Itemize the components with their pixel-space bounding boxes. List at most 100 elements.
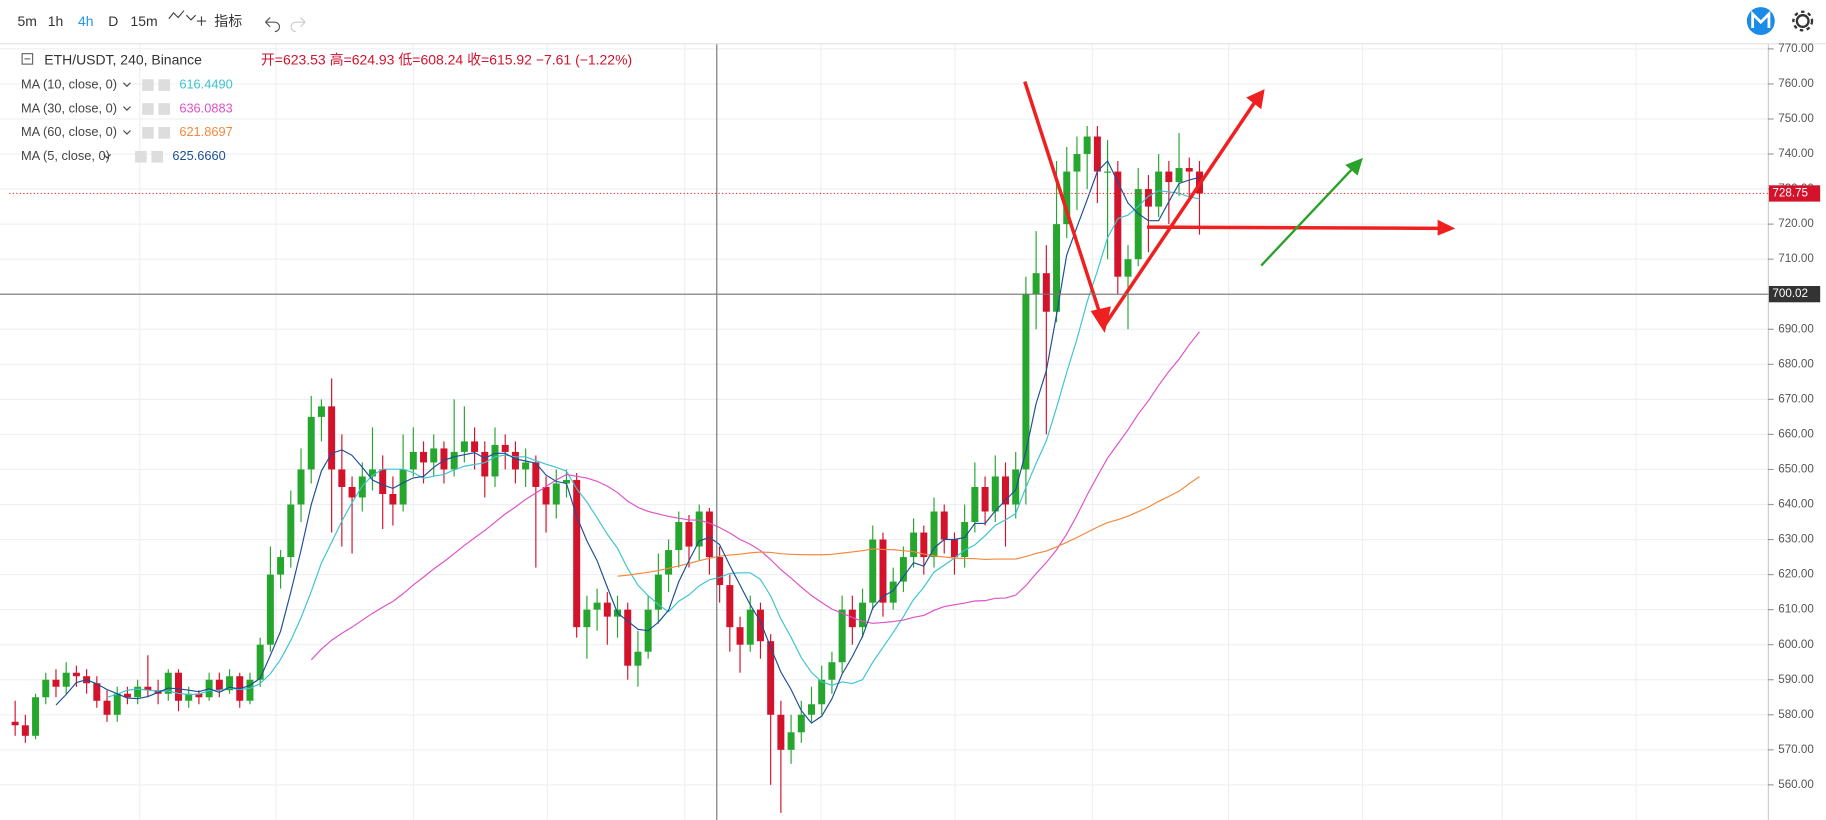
candle-body [1124, 259, 1132, 277]
candle-body [654, 574, 662, 610]
interval-button[interactable]: 15m [130, 13, 157, 29]
marks [11, 125, 1203, 813]
y-tick-label: 630.00 [1778, 533, 1814, 546]
y-tick-label: 650.00 [1778, 463, 1814, 476]
candle-body [961, 522, 969, 558]
y-tick-label: 580.00 [1778, 708, 1814, 721]
candle-body [328, 406, 336, 470]
candle-body [307, 416, 315, 470]
candle-body [808, 704, 815, 715]
candle-body [583, 609, 591, 628]
candle-body [450, 451, 458, 470]
settings[interactable] [1795, 14, 1810, 29]
candle-body [910, 532, 918, 558]
crosshair-label: 700.02 [1772, 287, 1808, 300]
candle-body [930, 511, 938, 558]
candle-body [32, 697, 40, 736]
candle-body [950, 539, 958, 558]
close: 收=615.92 [467, 51, 532, 67]
candle-body [634, 651, 642, 666]
close-icon [158, 127, 171, 139]
undo[interactable] [265, 17, 281, 33]
eye-icon [142, 127, 154, 139]
eye-icon [142, 103, 154, 115]
arrow-head [1437, 219, 1456, 236]
interval-button[interactable]: 4h [78, 13, 94, 29]
candle-body [624, 609, 632, 666]
candle-body [767, 641, 775, 715]
candle-body [899, 557, 907, 582]
close-icon [151, 150, 164, 163]
candle-body [756, 609, 764, 642]
y-tick-label: 740.00 [1778, 147, 1814, 160]
candle-body [1144, 189, 1152, 207]
open: 开=623.53 [261, 51, 326, 67]
ma-line [106, 190, 1200, 698]
candle-body [848, 609, 856, 628]
candle-body [1104, 171, 1112, 173]
candle-body [838, 609, 846, 663]
interval-button[interactable]: 5m [17, 13, 36, 29]
candle-body [542, 486, 550, 505]
candle-body [266, 574, 274, 645]
candle-body [787, 732, 795, 750]
candle-body [705, 511, 713, 558]
candle-body [195, 693, 203, 698]
ma-line [310, 331, 1200, 661]
candle-body [859, 602, 867, 628]
collapse-icon[interactable] [21, 53, 34, 65]
y-tick-label: 570.00 [1778, 743, 1814, 756]
ma-name: MA (10, close, 0) [21, 76, 117, 91]
y-tick-label: 770.00 [1778, 42, 1814, 55]
dropdown-icon[interactable] [185, 14, 197, 21]
candle-body [215, 679, 223, 691]
eye-icon [142, 79, 154, 91]
candle-body [940, 511, 948, 540]
indicator-icon [168, 10, 207, 26]
interval-button[interactable]: D [108, 13, 118, 29]
dropdown [123, 130, 131, 135]
candle-body [123, 693, 131, 698]
candle-body [522, 462, 530, 470]
candle-body [277, 557, 285, 575]
candle-body [1093, 136, 1101, 172]
y-tick-label: 760.00 [1778, 77, 1814, 90]
candle-body [1012, 469, 1020, 505]
candle-body [746, 609, 754, 645]
arrow-head [1090, 89, 1265, 333]
candle-body [134, 686, 142, 698]
candle-body [491, 444, 499, 477]
candle-body [552, 483, 560, 505]
candle-body [593, 602, 601, 610]
symbol[interactable]: ETH/USDT, 240, Binance [44, 51, 202, 67]
candle-body [532, 462, 540, 487]
candle-body [440, 448, 448, 470]
ma-value: 621.8697 [179, 124, 232, 139]
candle-body [573, 479, 581, 628]
redo[interactable] [290, 17, 306, 33]
candle-body [501, 444, 509, 452]
candle-body [297, 469, 305, 505]
candle-body [62, 672, 70, 687]
candle-body [399, 469, 407, 505]
ma-line [617, 476, 1200, 577]
candle-body [1032, 273, 1040, 295]
candle-body [389, 493, 397, 505]
candle-body [11, 721, 19, 726]
drawn-arrow [1260, 164, 1357, 267]
candle-body [317, 406, 325, 417]
candle-body [481, 451, 489, 477]
interval-button[interactable]: 1h [48, 13, 64, 29]
candle-body [42, 679, 50, 698]
high: 高=624.93 [330, 51, 395, 67]
candle-body [797, 714, 805, 733]
candle-body [287, 504, 295, 558]
candle-body [562, 479, 570, 484]
last-price-label: 728.75 [1772, 187, 1808, 200]
indicators-button[interactable]: 指标 [214, 13, 242, 29]
candle-body [103, 700, 111, 715]
candle-body [665, 550, 673, 575]
ohlc: 开=623.53 高=624.93 低=608.24 收=615.92 −7.6… [261, 51, 632, 67]
candle-body [246, 679, 254, 701]
